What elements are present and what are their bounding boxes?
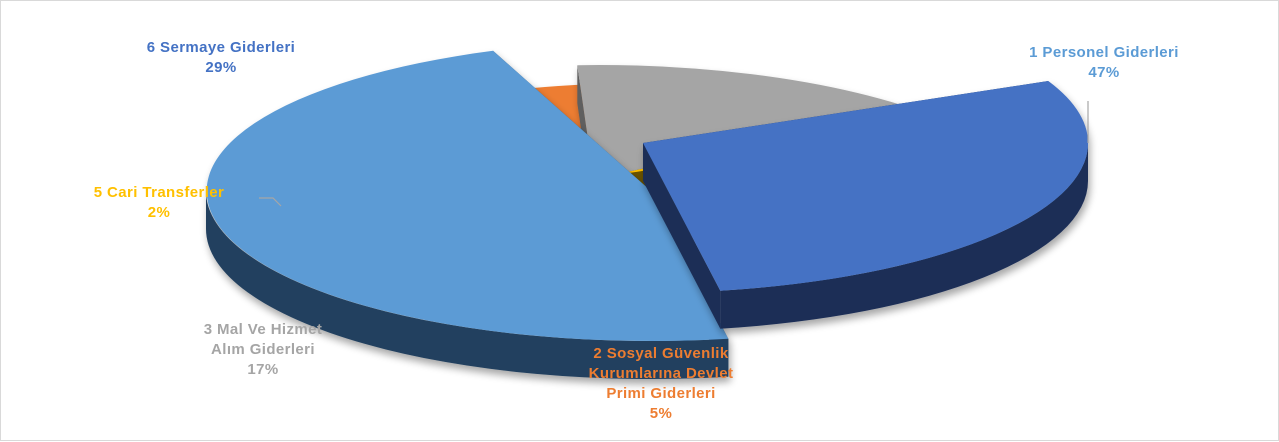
data-label-value: 47% [1088, 64, 1119, 81]
data-label-category-line: Kurumlarına Devlet [589, 365, 734, 382]
data-label-3: 3 Mal Ve Hizmet Alım Giderleri 17% [204, 321, 323, 378]
data-label-value: 17% [247, 361, 278, 378]
data-label-category-line: Alım Giderleri [211, 341, 315, 358]
data-label-category-line: 3 Mal Ve Hizmet [204, 321, 323, 338]
data-label-value: 5% [650, 405, 672, 422]
data-label-category-line: 5 Cari Transferler [94, 184, 225, 201]
data-label-1: 1 Personel Giderleri 47% [1029, 44, 1179, 81]
pie-slice-5 [643, 81, 1089, 329]
pie-slice-top [643, 81, 1089, 291]
data-label-5: 6 Sermaye Giderleri 29% [147, 39, 296, 76]
pie-slice-edge [720, 143, 1088, 329]
data-label-category-line: Primi Giderleri [606, 385, 715, 402]
data-label-category-line: 6 Sermaye Giderleri [147, 39, 296, 56]
leader-line-4 [259, 197, 282, 207]
pie-slice-edge [206, 191, 729, 379]
data-label-value: 2% [148, 204, 170, 221]
pie-slice-top [206, 50, 729, 341]
data-label-4: 5 Cari Transferler 2% [94, 184, 225, 221]
data-label-value: 29% [205, 59, 236, 76]
pie-slice-side [643, 143, 721, 329]
pie-slice-1 [206, 50, 729, 379]
data-label-2: 2 Sosyal Güvenlik Kurumlarına Devlet Primi… [589, 345, 734, 422]
data-label-category-line: 1 Personel Giderleri [1029, 44, 1179, 61]
data-label-category-line: 2 Sosyal Güvenlik [593, 345, 728, 362]
